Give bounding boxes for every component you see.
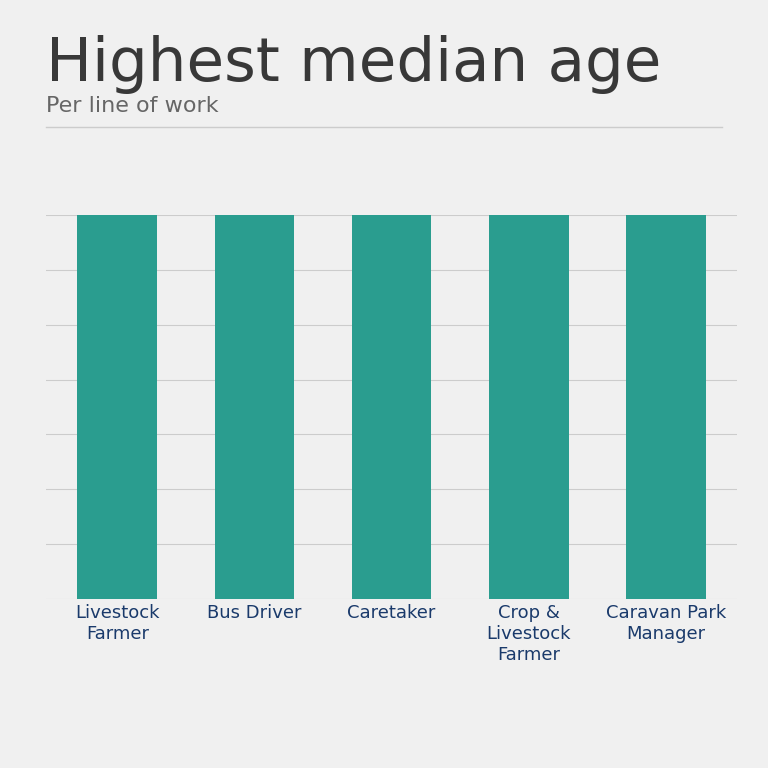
Bar [626, 0, 706, 599]
Bar [215, 0, 294, 599]
Bar [78, 0, 157, 599]
Text: Highest median age: Highest median age [46, 35, 661, 94]
Bar [489, 0, 568, 599]
Bar [352, 0, 432, 599]
Text: Per line of work: Per line of work [46, 96, 219, 116]
